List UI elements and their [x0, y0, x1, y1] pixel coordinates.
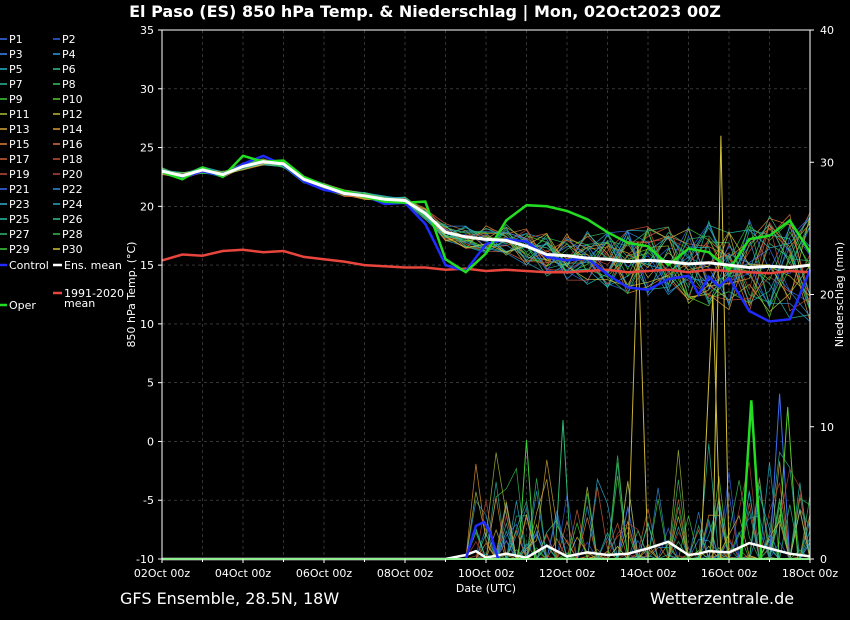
precip-spike-p9 [517, 439, 536, 560]
precip-spike-p1 [769, 393, 791, 560]
legend-label-p6: P6 [62, 63, 76, 76]
y-tick-label: 20 [140, 200, 154, 213]
legend-label-p18: P18 [62, 153, 83, 166]
y-tick-label: 10 [140, 318, 154, 331]
legend-label-p1: P1 [9, 33, 23, 46]
precip-spike-p27 [554, 420, 572, 560]
precip-spike-p12 [627, 241, 649, 560]
legend-label-p16: P16 [62, 138, 83, 151]
x-tick-label: 06Oct 00z [296, 567, 353, 580]
legend-label-p21: P21 [9, 183, 30, 196]
legend-label-p30: P30 [62, 243, 83, 256]
legend-label-p13: P13 [9, 123, 30, 136]
axes-layer: -10 -5 0 5 10 15 20 25 30 35 0 10 20 30 40 02Oct 00z 04O… [125, 24, 846, 595]
y-tick-label: -5 [143, 494, 154, 507]
x-tick-label: 12Oct 00z [539, 567, 596, 580]
legend-label-p28: P28 [62, 228, 83, 241]
y-tick-label: 0 [147, 435, 154, 448]
precip-spike-p10 [777, 406, 799, 560]
y2-tick-label: 10 [820, 421, 834, 434]
x-tick-label: 16Oct 00z [701, 567, 758, 580]
legend-label-p15: P15 [9, 138, 30, 151]
legend-label-p17: P17 [9, 153, 30, 166]
y2-tick-label: 0 [820, 553, 827, 566]
x-tick-label: 02Oct 00z [134, 567, 191, 580]
legend-label-p12: P12 [62, 108, 83, 121]
legend-label-p2: P2 [62, 33, 76, 46]
legend-label-climate-2: mean [64, 297, 95, 310]
x-tick-label: 14Oct 00z [620, 567, 677, 580]
climate-mean-line [161, 248, 811, 275]
y-tick-label: 15 [140, 259, 154, 272]
legend-label-p11: P11 [9, 108, 30, 121]
y2-tick-label: 40 [820, 24, 834, 37]
legend-label-p22: P22 [62, 183, 83, 196]
x-axis-label: Date (UTC) [456, 582, 516, 595]
legend-layer: P1 P2 P3 P4 P5 P6 P7 P8 P9 P10 P11 P12 P13 P14 P15 P16 P… [0, 33, 124, 312]
y-tick-label: 30 [140, 83, 154, 96]
x-tick-label: 04Oct 00z [215, 567, 272, 580]
y-tick-label: -10 [136, 553, 154, 566]
y-axis-label: 850 hPa Temp. (°C) [125, 242, 138, 348]
precip-spike-p13 [700, 294, 722, 560]
legend-label-p14: P14 [62, 123, 83, 136]
y-tick-label: 5 [147, 377, 154, 390]
source-credit: Wetterzentrale.de [650, 589, 795, 608]
y2-axis-label: Niederschlag (mm) [833, 242, 846, 347]
x-tick-label: 08Oct 00z [377, 567, 434, 580]
chart-title: El Paso (ES) 850 hPa Temp. & Niederschla… [129, 2, 721, 21]
legend-label-control: Control [9, 259, 49, 272]
legend-label-p8: P8 [62, 78, 76, 91]
legend-label-p26: P26 [62, 213, 83, 226]
oper-line [161, 154, 812, 274]
legend-label-p27: P27 [9, 228, 30, 241]
legend-label-climate-1: 1991-2020 [64, 287, 124, 300]
legend-label-p23: P23 [9, 198, 30, 211]
legend-label-p9: P9 [9, 93, 23, 106]
legend-label-p10: P10 [62, 93, 83, 106]
legend-label-p4: P4 [62, 48, 76, 61]
legend-label-p5: P5 [9, 63, 23, 76]
x-tick-label: 10Oct 00z [458, 567, 515, 580]
legend-label-p19: P19 [9, 168, 30, 181]
y-tick-label: 25 [140, 142, 154, 155]
precip-spike-p30 [712, 135, 730, 560]
y-tick-label: 35 [140, 24, 154, 37]
legend-label-p24: P24 [62, 198, 83, 211]
y2-tick-label: 30 [820, 156, 834, 169]
legend-label-p25: P25 [9, 213, 30, 226]
ens-mean-line [161, 160, 811, 270]
legend-label-ens-mean: Ens. mean [64, 259, 122, 272]
legend-label-oper: Oper [9, 299, 36, 312]
model-info: GFS Ensemble, 28.5N, 18W [120, 589, 340, 608]
legend-label-p7: P7 [9, 78, 23, 91]
precip-spike-oper [739, 400, 763, 560]
legend-label-p3: P3 [9, 48, 23, 61]
control-precip-line [464, 520, 500, 560]
y2-tick-label: 20 [820, 289, 834, 302]
legend-label-p20: P20 [62, 168, 83, 181]
legend-label-p29: P29 [9, 243, 30, 256]
x-tick-label: 18Oct 00z [782, 567, 839, 580]
